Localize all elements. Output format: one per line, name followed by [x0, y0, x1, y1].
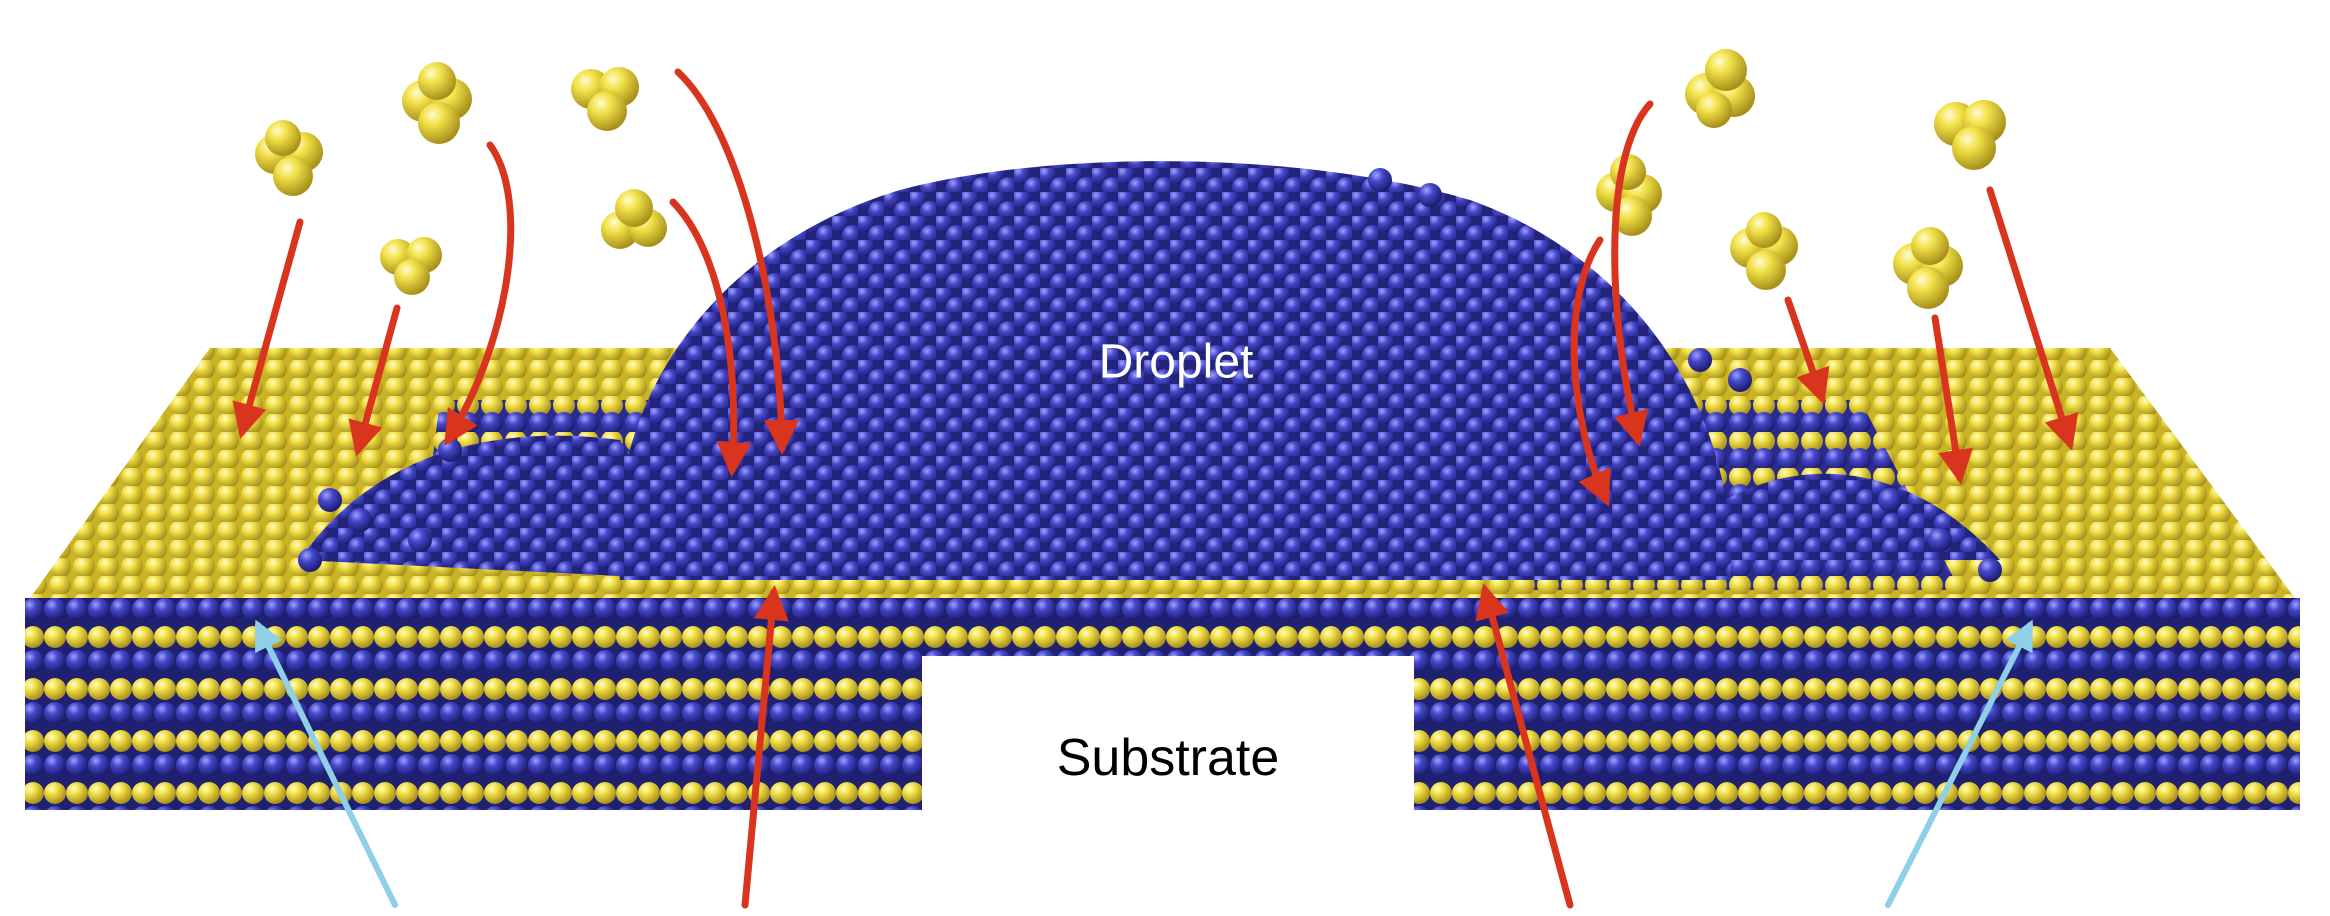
droplet-left-wetting-layer: [300, 435, 700, 580]
red-arrow-icon: [1611, 100, 1654, 447]
substrate-label: Substrate: [1056, 729, 1280, 787]
droplet-body: [617, 161, 1731, 580]
red-arrow-icon: [1570, 236, 1611, 507]
yellow-atom-cluster-icon: [380, 237, 442, 295]
red-arrow-icon: [674, 68, 800, 455]
droplet-label: Droplet: [1098, 335, 1254, 389]
red-arrow-icon: [1986, 186, 2079, 451]
red-arrow-icon: [1784, 296, 1830, 405]
yellow-atom-cluster-icon: [1934, 100, 2006, 170]
yellow-atom-cluster-icon: [1596, 154, 1662, 236]
incoming-clusters: [255, 49, 2006, 309]
yellow-atom-cluster-icon: [1730, 212, 1798, 290]
red-arrow-icon: [669, 198, 752, 477]
scattered-droplet-atoms: [298, 168, 2002, 582]
droplet-right-wetting-layer: [1650, 473, 2000, 560]
red-arrow-icon: [1475, 583, 1574, 909]
yellow-atom-cluster-icon: [1685, 49, 1755, 128]
red-arrow-icon: [1931, 314, 1973, 485]
deposition-arrows: [232, 68, 2079, 909]
red-arrow-icon: [444, 141, 515, 446]
yellow-atom-cluster-icon: [402, 62, 472, 144]
yellow-atom-cluster-icon: [1893, 227, 1963, 309]
yellow-atom-cluster-icon: [601, 189, 667, 249]
red-arrow-icon: [232, 218, 304, 439]
light-blue-arrow-icon: [1885, 619, 2033, 908]
substrate-label-box: [922, 656, 1414, 824]
red-arrow-icon: [348, 304, 401, 457]
red-arrow-icon: [741, 585, 789, 909]
droplet: [298, 161, 2002, 582]
light-blue-arrow-icon: [255, 619, 398, 908]
yellow-atom-cluster-icon: [255, 120, 323, 196]
interface-arrows: [255, 619, 2033, 908]
yellow-atom-cluster-icon: [571, 67, 639, 131]
